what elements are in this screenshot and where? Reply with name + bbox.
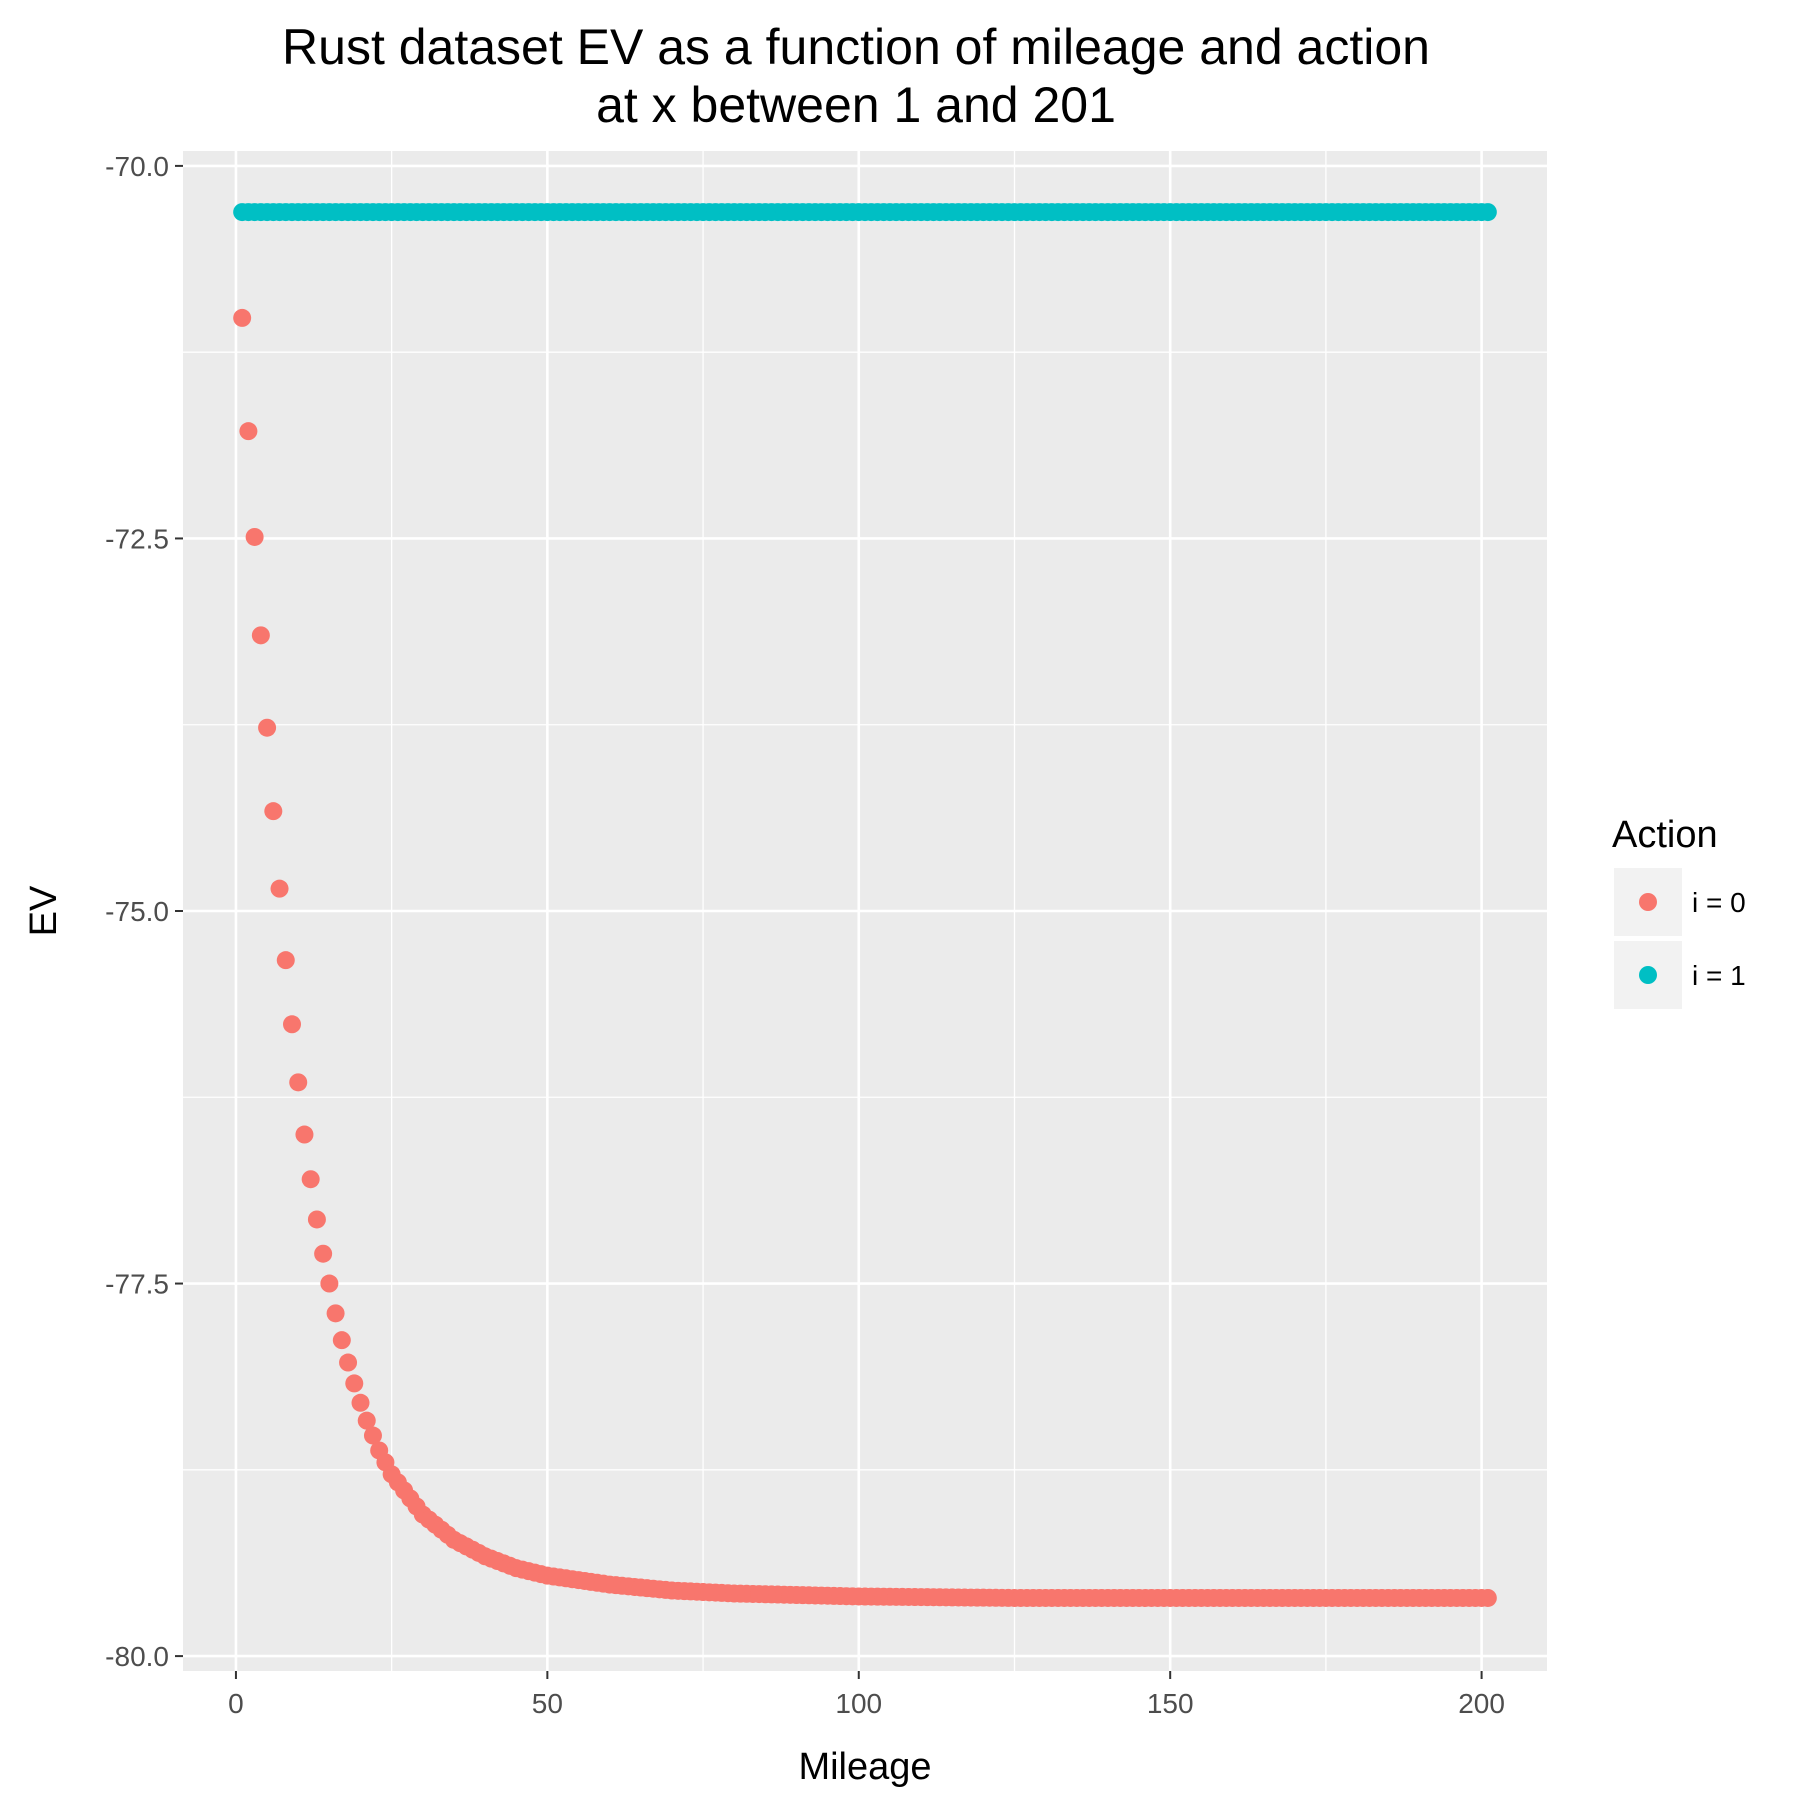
data-point: [251, 626, 270, 645]
series-i0: [233, 308, 1497, 1607]
y-tick-label: -77.5: [105, 1269, 169, 1300]
data-point: [289, 1073, 308, 1092]
data-point: [307, 1210, 326, 1229]
legend-title: Action: [1612, 814, 1718, 856]
data-point: [295, 1125, 314, 1144]
y-tick-label: -80.0: [105, 1641, 169, 1672]
data-point: [314, 1244, 333, 1263]
y-tick-label: -72.5: [105, 523, 169, 554]
series-i1: [233, 203, 1497, 222]
data-points: [233, 203, 1497, 1607]
data-point: [264, 802, 283, 821]
y-tick-label: -75.0: [105, 896, 169, 927]
legend-swatch-i1: [1639, 966, 1657, 984]
data-point: [301, 1170, 320, 1189]
data-point: [270, 879, 289, 898]
data-point: [326, 1304, 345, 1323]
data-point: [1478, 1588, 1497, 1607]
data-point: [351, 1393, 370, 1412]
data-point: [282, 1015, 301, 1034]
x-tick-label: 150: [1147, 1688, 1194, 1719]
data-point: [245, 527, 264, 546]
data-point: [363, 1426, 382, 1445]
legend-label-i1: i = 1: [1692, 960, 1746, 991]
y-axis-title: EV: [23, 885, 65, 936]
x-tick-label: 0: [228, 1688, 244, 1719]
data-point: [239, 422, 258, 441]
legend: Action i = 0 i = 1: [1612, 814, 1746, 1009]
grid-lines: [183, 151, 1547, 1671]
data-point: [332, 1331, 351, 1350]
y-axis: -70.0 -72.5 -75.0 -77.5 -80.0: [105, 151, 183, 1672]
data-point: [1478, 203, 1497, 222]
legend-swatch-i0: [1639, 893, 1657, 911]
x-axis: 0 50 100 150 200: [228, 1671, 1505, 1719]
data-point: [233, 308, 252, 327]
chart-title-line-2: at x between 1 and 201: [596, 77, 1116, 133]
data-point: [320, 1274, 339, 1293]
legend-label-i0: i = 0: [1692, 887, 1746, 918]
data-point: [339, 1353, 358, 1372]
x-axis-title: Mileage: [798, 1746, 931, 1788]
chart-title-line-1: Rust dataset EV as a function of mileage…: [282, 19, 1430, 75]
data-point: [357, 1411, 376, 1430]
x-tick-label: 50: [532, 1688, 563, 1719]
data-point: [276, 951, 295, 970]
data-point: [345, 1374, 364, 1393]
data-point: [258, 718, 277, 737]
x-tick-label: 200: [1458, 1688, 1505, 1719]
y-tick-label: -70.0: [105, 151, 169, 182]
x-tick-label: 100: [835, 1688, 882, 1719]
